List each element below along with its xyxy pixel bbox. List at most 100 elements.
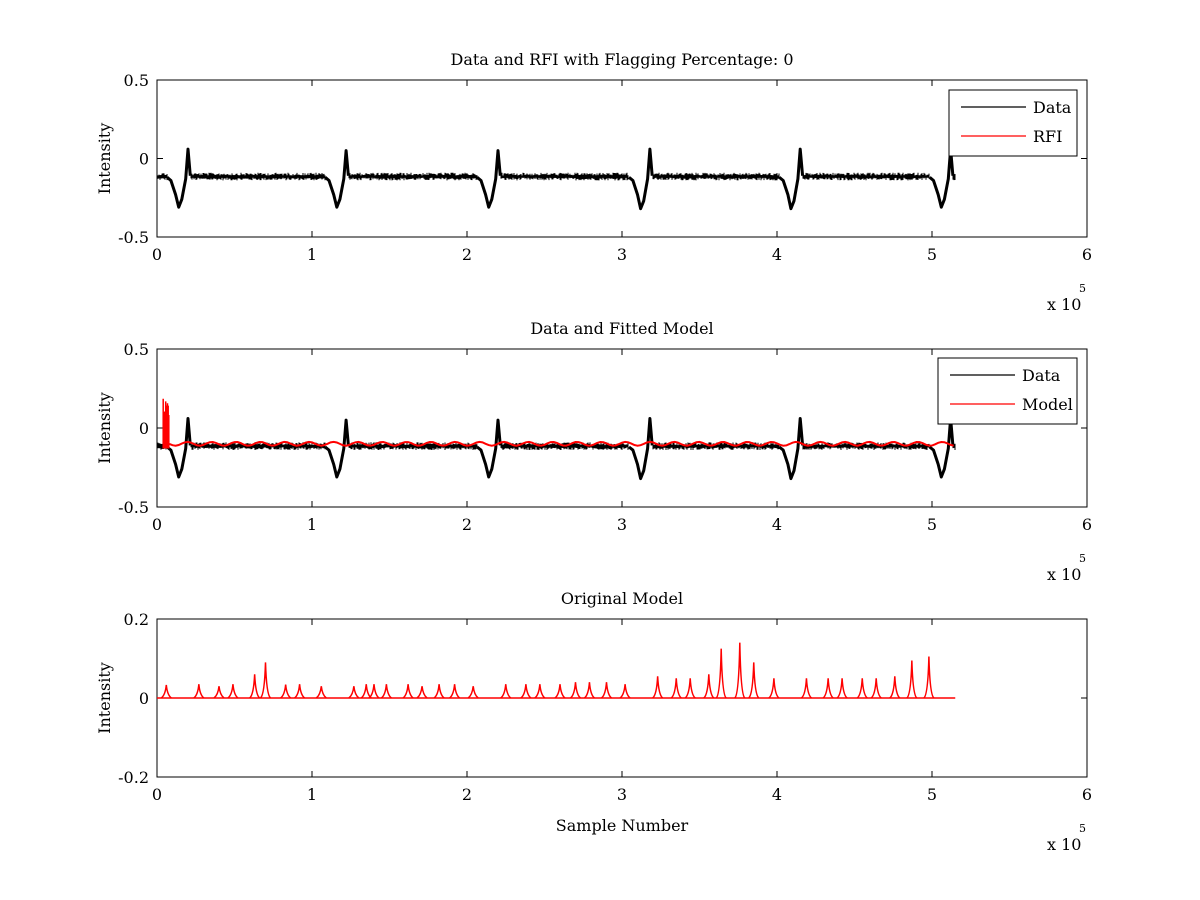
x-multiplier-exponent: 5 xyxy=(1079,282,1086,295)
chart-title: Data and RFI with Flagging Percentage: 0 xyxy=(450,50,793,69)
y-tick-label: -0.5 xyxy=(118,228,149,247)
x-tick-label: 5 xyxy=(927,245,937,264)
model-peak xyxy=(748,662,760,699)
model-peak xyxy=(160,684,172,699)
x-tick-label: 4 xyxy=(772,515,782,534)
x-tick-label: 6 xyxy=(1082,785,1092,804)
model-peak xyxy=(294,684,306,699)
model-peak xyxy=(433,684,445,699)
model-peak xyxy=(213,686,225,699)
model-peak xyxy=(569,682,582,699)
data-excursion xyxy=(166,147,192,209)
model-peak xyxy=(870,678,882,699)
data-excursion xyxy=(324,418,350,479)
y-tick-label: 0.5 xyxy=(124,340,149,359)
data-excursion xyxy=(628,147,654,211)
model-peak xyxy=(652,676,664,699)
x-tick-label: 5 xyxy=(927,515,937,534)
x-multiplier-exponent: 5 xyxy=(1079,552,1086,565)
model-peak xyxy=(500,684,512,699)
model-peak xyxy=(906,660,918,699)
legend-entry: Model xyxy=(1022,395,1073,414)
x-axis-label: Sample Number xyxy=(556,816,689,835)
x-tick-label: 6 xyxy=(1082,515,1092,534)
y-tick-label: 0.5 xyxy=(124,71,149,90)
y-tick-label: 0.2 xyxy=(124,610,149,629)
x-tick-label: 2 xyxy=(462,785,472,804)
model-peak xyxy=(923,656,935,699)
y-tick-label: 0 xyxy=(139,419,149,438)
x-tick-label: 3 xyxy=(617,515,627,534)
x-tick-label: 1 xyxy=(307,245,317,264)
model-peak xyxy=(348,686,360,699)
model-peak xyxy=(380,684,392,699)
data-excursion xyxy=(166,417,192,479)
data-excursion xyxy=(778,417,805,481)
model-peak xyxy=(670,678,682,699)
model-peak xyxy=(534,684,546,699)
x-multiplier: x 10 xyxy=(1047,835,1081,854)
model-peak xyxy=(889,676,901,699)
series-model xyxy=(157,642,956,699)
model-peak xyxy=(315,686,327,699)
x-multiplier-exponent: 5 xyxy=(1079,822,1086,835)
model-peak xyxy=(402,684,414,699)
data-excursion xyxy=(628,417,654,481)
model-peak xyxy=(259,662,272,699)
model-rfi-spike xyxy=(162,398,170,449)
x-multiplier: x 10 xyxy=(1047,565,1081,584)
legend-entry: Data xyxy=(1033,98,1072,117)
model-peak xyxy=(368,684,380,699)
model-peak xyxy=(768,678,780,699)
model-peak xyxy=(467,686,479,699)
model-peak xyxy=(193,684,205,699)
legend-box xyxy=(948,89,1078,157)
model-peak xyxy=(554,684,566,699)
axes-box xyxy=(156,79,1088,238)
x-tick-label: 6 xyxy=(1082,245,1092,264)
y-tick-label: 0 xyxy=(139,150,149,169)
x-tick-label: 3 xyxy=(617,785,627,804)
x-tick-label: 1 xyxy=(307,515,317,534)
legend: Data RFI xyxy=(948,89,1078,157)
legend-box xyxy=(937,357,1078,425)
model-peak xyxy=(619,684,631,699)
data-excursion xyxy=(476,149,502,209)
model-peak xyxy=(520,684,532,699)
data-excursion xyxy=(476,418,502,479)
model-peak xyxy=(280,684,292,699)
x-tick-label: 0 xyxy=(152,785,162,804)
y-tick-label: 0 xyxy=(139,689,149,708)
data-excursion xyxy=(778,147,805,211)
model-peak xyxy=(600,682,613,699)
y-axis-label: Intensity xyxy=(95,662,114,734)
x-tick-label: 2 xyxy=(462,515,472,534)
model-peak xyxy=(684,678,696,699)
model-peak xyxy=(822,678,834,699)
x-tick-label: 0 xyxy=(152,245,162,264)
model-peak xyxy=(703,674,715,699)
x-tick-label: 2 xyxy=(462,245,472,264)
x-tick-label: 3 xyxy=(617,245,627,264)
model-peak xyxy=(583,682,595,699)
model-peak xyxy=(227,684,239,699)
model-peak xyxy=(416,686,428,699)
model-line xyxy=(168,440,954,447)
model-peak xyxy=(360,684,372,699)
model-peak xyxy=(249,674,261,699)
y-axis-label: Intensity xyxy=(95,392,114,464)
chart-title: Original Model xyxy=(561,589,683,608)
x-tick-label: 1 xyxy=(307,785,317,804)
legend-entry: Data xyxy=(1022,366,1061,385)
x-tick-label: 0 xyxy=(152,515,162,534)
x-multiplier: x 10 xyxy=(1047,295,1081,314)
legend-entry: RFI xyxy=(1033,127,1062,146)
model-peak xyxy=(800,678,812,699)
y-axis-label: Intensity xyxy=(95,123,114,195)
x-tick-label: 4 xyxy=(772,785,782,804)
model-peak xyxy=(449,684,461,699)
